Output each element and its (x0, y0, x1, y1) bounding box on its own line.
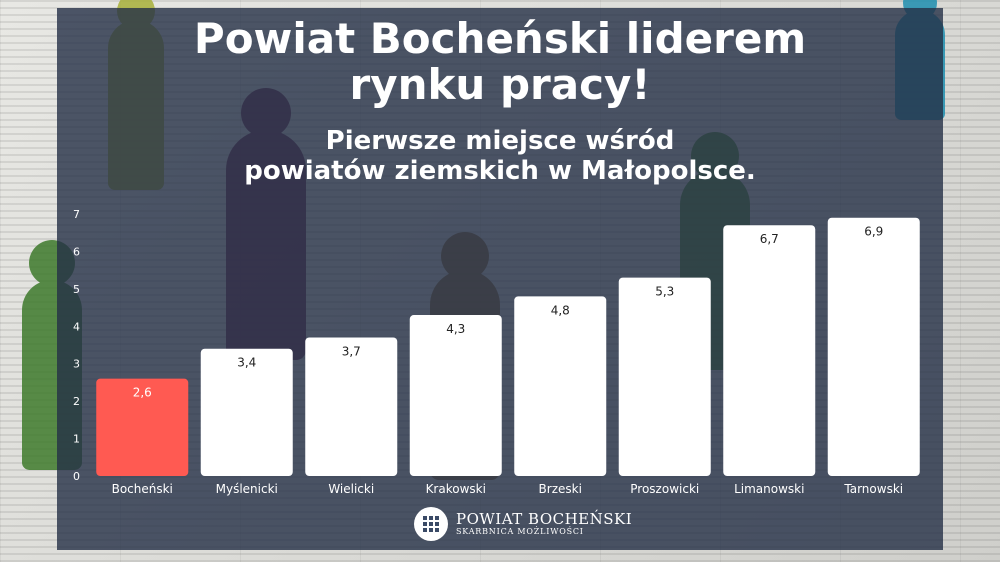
x-tick-label: Bocheński (112, 482, 173, 496)
x-tick-label: Proszowicki (630, 482, 699, 496)
bar (96, 378, 189, 476)
y-tick-label: 5 (73, 283, 80, 296)
data-label: 6,9 (864, 225, 883, 239)
logo-name: POWIAT BOCHEŃSKI (456, 510, 633, 528)
data-label: 5,3 (655, 285, 674, 299)
data-label: 4,3 (446, 322, 465, 336)
x-tick-label: Krakowski (426, 482, 486, 496)
data-label: 4,8 (551, 303, 570, 317)
y-tick-label: 3 (73, 358, 80, 371)
y-tick-label: 1 (73, 433, 80, 446)
x-tick-label: Wielicki (328, 482, 374, 496)
logo-tagline: SKARBNICA MOŻLIWOŚCI (456, 527, 584, 536)
y-tick-label: 7 (73, 208, 80, 221)
y-tick-label: 0 (73, 470, 80, 483)
y-tick-label: 4 (73, 320, 80, 333)
page-subtitle: Pierwsze miejsce wśród powiatów ziemskic… (244, 126, 756, 186)
bar (200, 348, 293, 476)
y-tick-label: 6 (73, 245, 80, 258)
powiat-logo: POWIAT BOCHEŃSKI SKARBNICA MOŻLIWOŚCI (414, 506, 632, 542)
bar (409, 315, 502, 476)
data-label: 6,7 (760, 232, 779, 246)
x-tick-label: Brzeski (539, 482, 582, 496)
bar (618, 277, 711, 476)
coat-of-arms-icon (414, 507, 448, 541)
y-tick-label: 2 (73, 395, 80, 408)
x-tick-label: Limanowski (734, 482, 804, 496)
page-title: Powiat Bocheński liderem rynku pracy! (193, 14, 807, 109)
data-label: 3,7 (342, 345, 361, 359)
x-tick-label: Tarnowski (843, 482, 903, 496)
data-label: 2,6 (133, 386, 152, 400)
bar (827, 217, 920, 476)
x-tick-label: Myślenicki (216, 482, 278, 496)
data-label: 3,4 (237, 356, 256, 370)
bar (723, 225, 816, 476)
bar (514, 296, 607, 476)
bar (305, 337, 398, 476)
